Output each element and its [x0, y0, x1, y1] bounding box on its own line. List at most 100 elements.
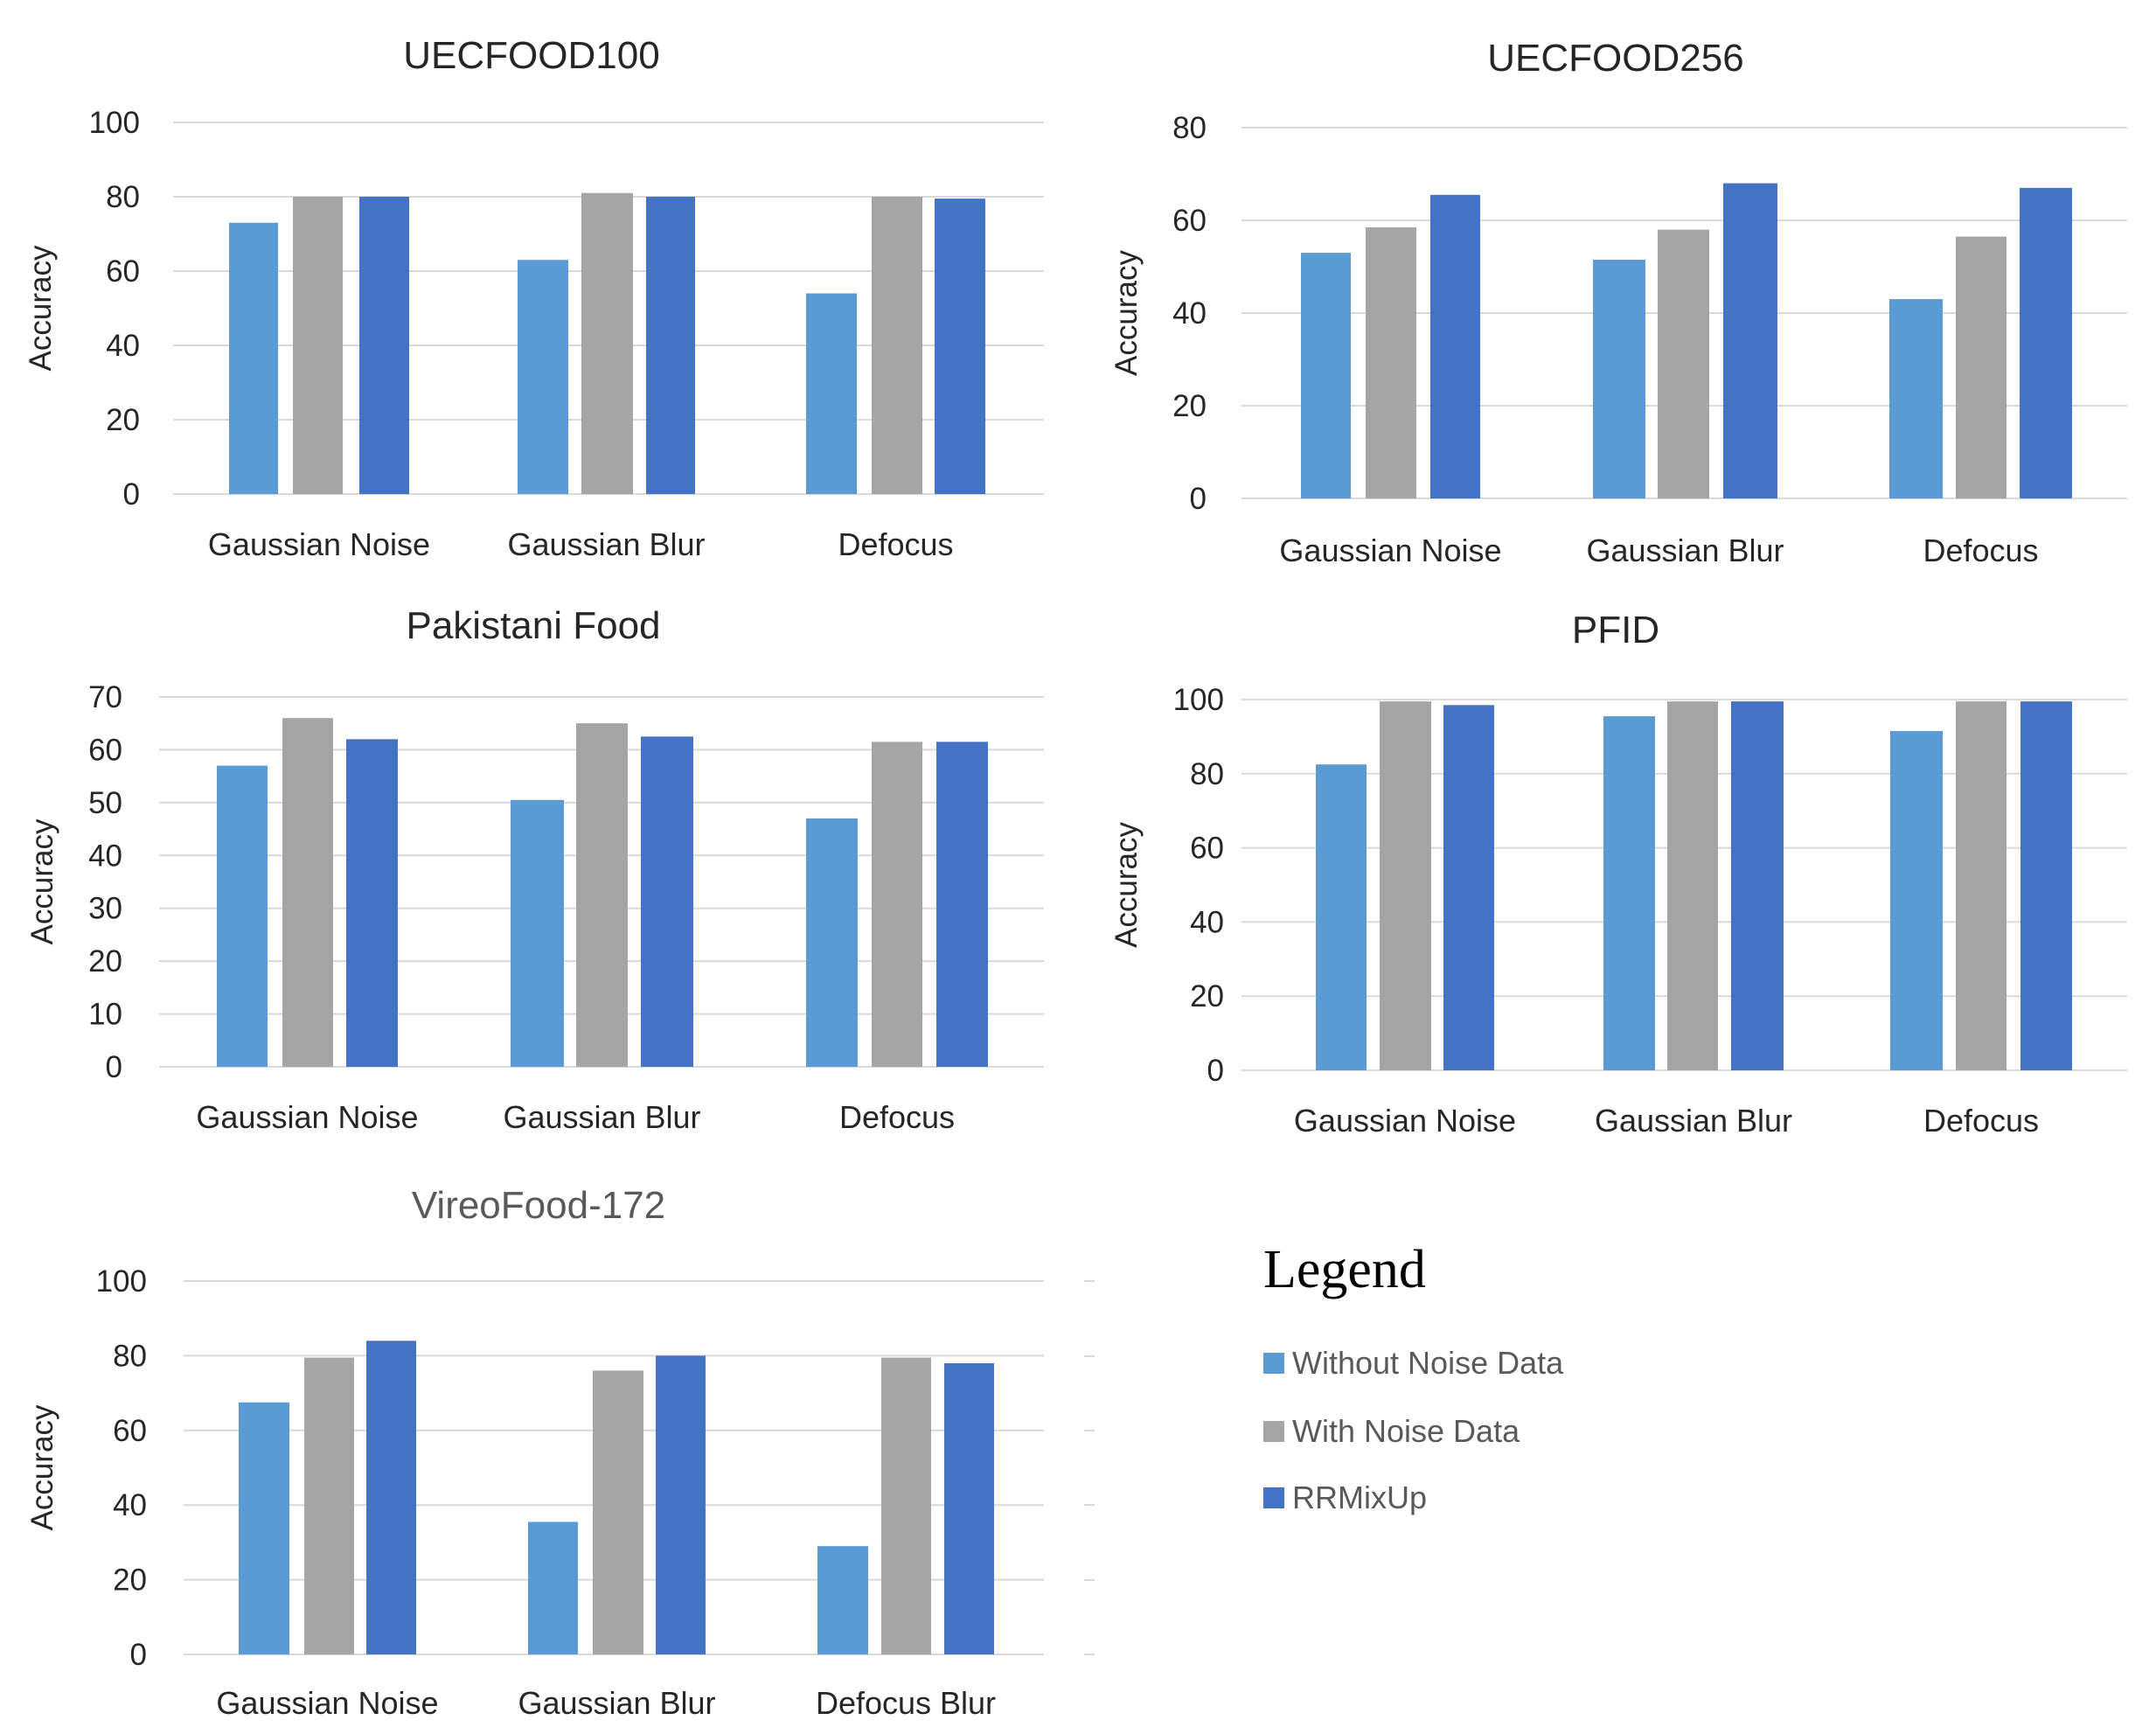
bar-rrmixup: [1731, 701, 1784, 1070]
x-category-label: Defocus: [1923, 533, 2038, 568]
x-category-label: Gaussian Noise: [208, 526, 430, 562]
bar-without-noise: [229, 222, 278, 494]
chart-title: PFID: [1572, 609, 1659, 651]
y-tick-label: 20: [88, 944, 122, 978]
y-tick-label: 60: [1190, 832, 1224, 866]
bar-without-noise: [1316, 764, 1367, 1070]
legend-label-rrmixup: RRMixUp: [1292, 1480, 1427, 1515]
y-tick-label: 60: [88, 733, 122, 767]
chart-vireofood-172: VireoFood-172 0 20 40 60 80 100 Accuracy Gaussia…: [25, 1184, 1044, 1721]
x-category-label: Gaussian Blur: [518, 1685, 715, 1721]
bar-rrmixup: [656, 1355, 706, 1654]
bar-rrmixup: [1443, 705, 1494, 1070]
x-category-label: Gaussian Blur: [1595, 1103, 1792, 1139]
x-category-label: Gaussian Noise: [216, 1685, 438, 1721]
bar-rrmixup: [359, 197, 409, 494]
y-tick-label: 30: [88, 892, 122, 926]
chart-uecfood256: UECFOOD256 0 20 40 60 80 Accuracy Gaussian Nois…: [1109, 37, 2127, 568]
y-axis-label: Accuracy: [1109, 822, 1144, 948]
legend-label-with-noise: With Noise Data: [1292, 1413, 1520, 1449]
y-axis-label: Accuracy: [24, 245, 58, 371]
y-tick-label: 70: [88, 680, 122, 714]
y-tick-label: 50: [88, 786, 122, 820]
bar-rrmixup: [646, 197, 695, 494]
bar-rrmixup: [2020, 701, 2072, 1070]
bar-without-noise: [239, 1402, 289, 1654]
bar-with-noise: [1380, 701, 1431, 1070]
chart-pfid: PFID 0 20 40 60 80 100 Accuracy Gaussian Noise Ga…: [1109, 609, 2127, 1139]
bar-rrmixup: [2020, 187, 2072, 498]
bar-without-noise: [1890, 731, 1943, 1070]
x-category-label: Gaussian Blur: [507, 526, 705, 562]
bar-with-noise: [1366, 226, 1416, 498]
bar-without-noise: [806, 818, 858, 1067]
chart-title: Pakistani Food: [406, 604, 660, 647]
y-tick-label: 20: [113, 1563, 147, 1598]
x-category-label: Defocus: [1923, 1103, 2039, 1139]
legend-swatch-with-noise: [1263, 1421, 1284, 1442]
bar-with-noise: [293, 197, 343, 494]
y-tick-label: 0: [106, 1050, 122, 1084]
bar-without-noise: [518, 260, 568, 494]
y-axis-label: Accuracy: [1109, 250, 1144, 376]
y-tick-label: 60: [113, 1414, 147, 1448]
y-tick-label: 0: [1207, 1054, 1224, 1088]
bar-rrmixup: [944, 1362, 994, 1654]
y-tick-label: 10: [88, 998, 122, 1032]
chart-pakistani-food: Pakistani Food 0 10 20 30 40 50 60 70 Accuracy Gau…: [25, 604, 1044, 1135]
bar-without-noise: [1603, 716, 1655, 1070]
bar-with-noise: [872, 742, 922, 1067]
bar-with-noise: [1667, 701, 1718, 1070]
bar-with-noise: [593, 1370, 643, 1654]
bar-with-noise: [576, 723, 628, 1067]
bar-rrmixup: [1723, 183, 1777, 498]
bar-rrmixup: [936, 742, 988, 1067]
bar-without-noise: [817, 1546, 868, 1654]
bar-with-noise: [1658, 229, 1709, 498]
y-tick-label: 80: [1190, 757, 1224, 791]
bar-without-noise: [1301, 253, 1351, 498]
y-tick-label: 100: [96, 1264, 147, 1299]
legend-title: Legend: [1263, 1240, 1426, 1299]
chart-title: VireoFood-172: [412, 1184, 665, 1227]
bar-with-noise: [282, 718, 333, 1067]
x-category-label: Gaussian Blur: [1586, 533, 1784, 568]
y-tick-label: 20: [1172, 389, 1207, 423]
chart-uecfood100: UECFOOD100 0 20 40 60 80 100 Accuracy Gaussian N…: [24, 34, 1044, 562]
bar-with-noise: [1956, 236, 2006, 498]
y-tick-label: 40: [88, 839, 122, 873]
bar-with-noise: [1956, 701, 2006, 1070]
bar-with-noise: [881, 1357, 931, 1654]
x-category-label: Gaussian Noise: [1294, 1103, 1516, 1139]
bar-with-noise: [304, 1357, 354, 1654]
bar-rrmixup: [935, 198, 985, 494]
y-tick-label: 0: [130, 1638, 147, 1672]
y-axis-label: Accuracy: [25, 818, 59, 944]
y-tick-label: 40: [1172, 296, 1207, 331]
chart-title: UECFOOD100: [403, 34, 659, 77]
bar-without-noise: [511, 799, 564, 1067]
bar-rrmixup: [1430, 194, 1480, 498]
legend-swatch-rrmixup: [1263, 1487, 1284, 1508]
y-tick-label: 0: [1190, 482, 1207, 516]
y-tick-label: 60: [1172, 204, 1207, 238]
bar-with-noise: [872, 197, 922, 494]
bar-rrmixup: [641, 736, 693, 1067]
x-category-label: Gaussian Noise: [196, 1099, 418, 1135]
x-category-label: Gaussian Blur: [503, 1099, 700, 1135]
y-tick-label: 40: [106, 329, 140, 363]
x-category-label: Gaussian Noise: [1279, 533, 1501, 568]
bar-without-noise: [1593, 260, 1645, 498]
chart-title: UECFOOD256: [1487, 37, 1743, 80]
y-tick-label: 60: [106, 254, 140, 289]
y-tick-label: 20: [1190, 979, 1224, 1013]
x-category-label: Defocus: [839, 1099, 955, 1135]
y-tick-label: 80: [106, 180, 140, 214]
y-tick-label: 40: [113, 1488, 147, 1522]
bar-without-noise: [806, 293, 857, 494]
bar-without-noise: [1889, 299, 1943, 498]
legend: Legend Without Noise Data With Noise Dat…: [1263, 1240, 1564, 1515]
y-tick-label: 80: [1172, 111, 1207, 145]
legend-label-without-noise: Without Noise Data: [1292, 1345, 1564, 1381]
